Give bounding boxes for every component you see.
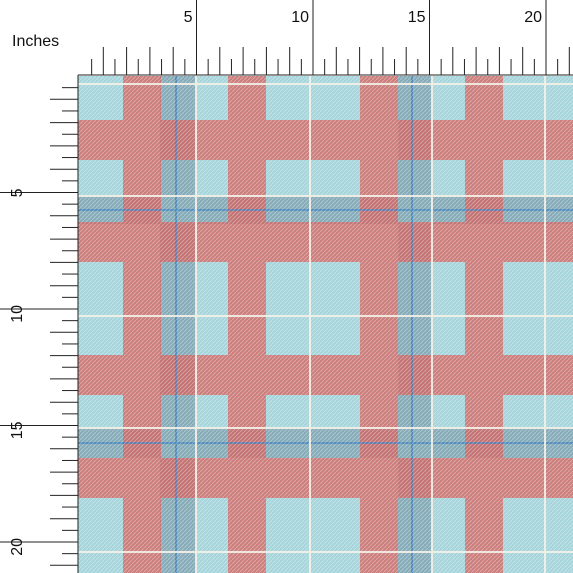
top-ruler-label: 10 (291, 9, 309, 26)
left-ruler-label: 15 (9, 421, 26, 439)
top-ruler-label: 20 (524, 9, 542, 26)
ruler-label: Inches (12, 33, 59, 50)
plaid-fabric (78, 76, 573, 573)
left-ruler-label: 20 (9, 538, 26, 556)
left-ruler-label: 10 (9, 305, 26, 323)
top-ruler-label: 5 (184, 9, 193, 26)
left-ruler-label: 5 (9, 188, 26, 197)
top-ruler-label: 15 (408, 9, 426, 26)
